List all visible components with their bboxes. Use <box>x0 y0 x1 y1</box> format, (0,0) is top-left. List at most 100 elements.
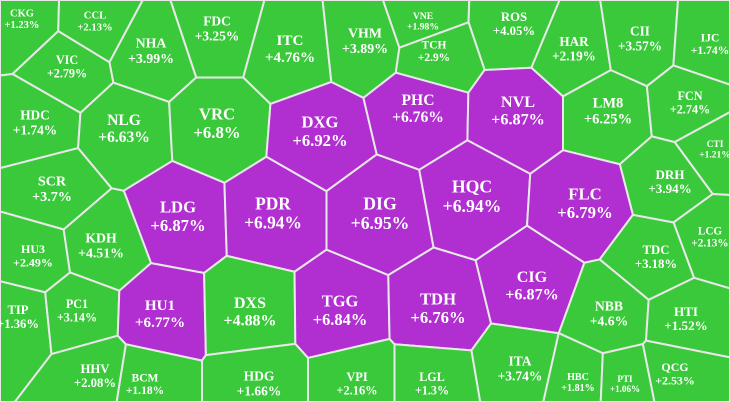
ticker: NBB <box>595 299 623 314</box>
change-label: +2.74% <box>670 103 710 117</box>
change-label: +3.94% <box>648 181 691 196</box>
change-label: +1.74% <box>13 122 57 137</box>
change-label: +2.13% <box>691 238 728 250</box>
ticker: VRC <box>199 105 235 124</box>
ticker: LCG <box>698 225 723 237</box>
change-label: +3.74% <box>498 369 543 384</box>
cell <box>672 0 730 86</box>
ticker: CII <box>630 24 650 39</box>
change-label: +6.95% <box>351 213 410 233</box>
change-label: +4.51% <box>78 246 124 261</box>
change-label: +1.66% <box>237 384 282 399</box>
ticker: NVL <box>501 94 535 111</box>
change-label: +3.57% <box>618 38 662 53</box>
ticker: FLC <box>568 185 602 204</box>
cell <box>393 343 482 402</box>
cell <box>645 276 730 359</box>
change-label: +3.89% <box>342 42 388 57</box>
change-label: +2.19% <box>552 48 596 63</box>
change-label: +2.53% <box>655 373 695 387</box>
ticker: TDC <box>643 243 670 257</box>
ticker: DXG <box>302 113 339 132</box>
change-label: +3.14% <box>57 310 97 324</box>
ticker: DRH <box>656 167 685 182</box>
ticker: SCR <box>38 173 67 189</box>
ticker: PHC <box>402 92 435 109</box>
ticker: CIG <box>517 269 548 286</box>
ticker: HDC <box>20 108 50 123</box>
ticker: DIG <box>363 193 397 213</box>
change-label: +2.08% <box>74 376 116 390</box>
ticker: TCH <box>422 39 447 51</box>
change-label: +6.77% <box>135 315 185 331</box>
ticker: PDR <box>255 194 291 213</box>
change-label: +6.87% <box>491 112 545 129</box>
change-label: +2.16% <box>336 384 377 398</box>
change-label: +3.99% <box>128 51 174 66</box>
ticker: NLG <box>107 112 141 129</box>
ticker: PC1 <box>66 297 88 311</box>
change-label: +6.76% <box>410 308 465 327</box>
change-label: +6.25% <box>584 111 632 127</box>
ticker: HTI <box>674 304 698 319</box>
change-label: +4.6% <box>590 314 629 329</box>
change-label: +1.36% <box>0 317 39 331</box>
change-label: +3.25% <box>195 28 240 43</box>
change-label: +1.18% <box>126 385 164 397</box>
ticker: IJC <box>701 31 720 44</box>
change-label: +1.98% <box>407 22 439 33</box>
ticker: VHM <box>348 27 382 42</box>
ticker: KDH <box>85 231 117 246</box>
ticker: TIP <box>7 303 28 317</box>
change-label: +1.3% <box>415 383 449 397</box>
ticker: HU1 <box>145 298 175 314</box>
ticker: ITA <box>509 354 532 369</box>
ticker: LGL <box>419 370 445 384</box>
ticker: VPI <box>346 370 368 384</box>
ticker: QCG <box>661 360 688 374</box>
ticker: VNE <box>413 11 433 22</box>
ticker: LM8 <box>593 95 624 111</box>
ticker: BCM <box>132 372 159 384</box>
ticker: HU3 <box>21 242 45 256</box>
ticker: HHV <box>81 362 111 376</box>
ticker: FCN <box>677 89 702 103</box>
ticker: CTI <box>707 140 724 150</box>
change-label: +2.13% <box>77 22 112 33</box>
change-label: +1.74% <box>691 44 730 57</box>
ticker: CKG <box>10 9 34 20</box>
ticker: HQC <box>452 176 492 196</box>
change-label: +6.87% <box>505 287 559 304</box>
ticker: FDC <box>203 14 231 29</box>
ticker: TDH <box>420 290 456 309</box>
change-label: +2.79% <box>47 66 87 80</box>
change-label: +2.9% <box>418 52 450 64</box>
ticker: PTI <box>617 374 633 384</box>
ticker: NHA <box>136 36 167 51</box>
change-label: +4.05% <box>493 24 535 38</box>
change-label: +1.06% <box>610 384 640 394</box>
change-label: +6.87% <box>150 216 205 235</box>
change-label: +6.94% <box>244 214 302 233</box>
ticker: CCL <box>84 11 106 22</box>
change-label: +1.23% <box>5 20 40 31</box>
cell <box>599 343 656 402</box>
change-label: +1.21% <box>699 150 730 160</box>
ticker: LDG <box>160 198 196 217</box>
ticker: HDG <box>244 369 275 384</box>
change-label: +6.63% <box>98 129 150 146</box>
change-label: +6.84% <box>313 310 368 329</box>
ticker: HBC <box>567 372 589 383</box>
ticker: TGG <box>322 292 359 311</box>
change-label: +3.18% <box>635 257 677 271</box>
ticker: DXS <box>234 295 266 312</box>
ticker: HAR <box>559 34 589 49</box>
ticker: VIC <box>56 53 78 67</box>
change-label: +6.76% <box>392 109 444 126</box>
change-label: +4.88% <box>224 312 277 329</box>
change-label: +6.94% <box>443 196 502 216</box>
change-label: +2.49% <box>13 255 53 269</box>
ticker: ROS <box>501 10 527 24</box>
change-label: +6.92% <box>292 131 347 150</box>
